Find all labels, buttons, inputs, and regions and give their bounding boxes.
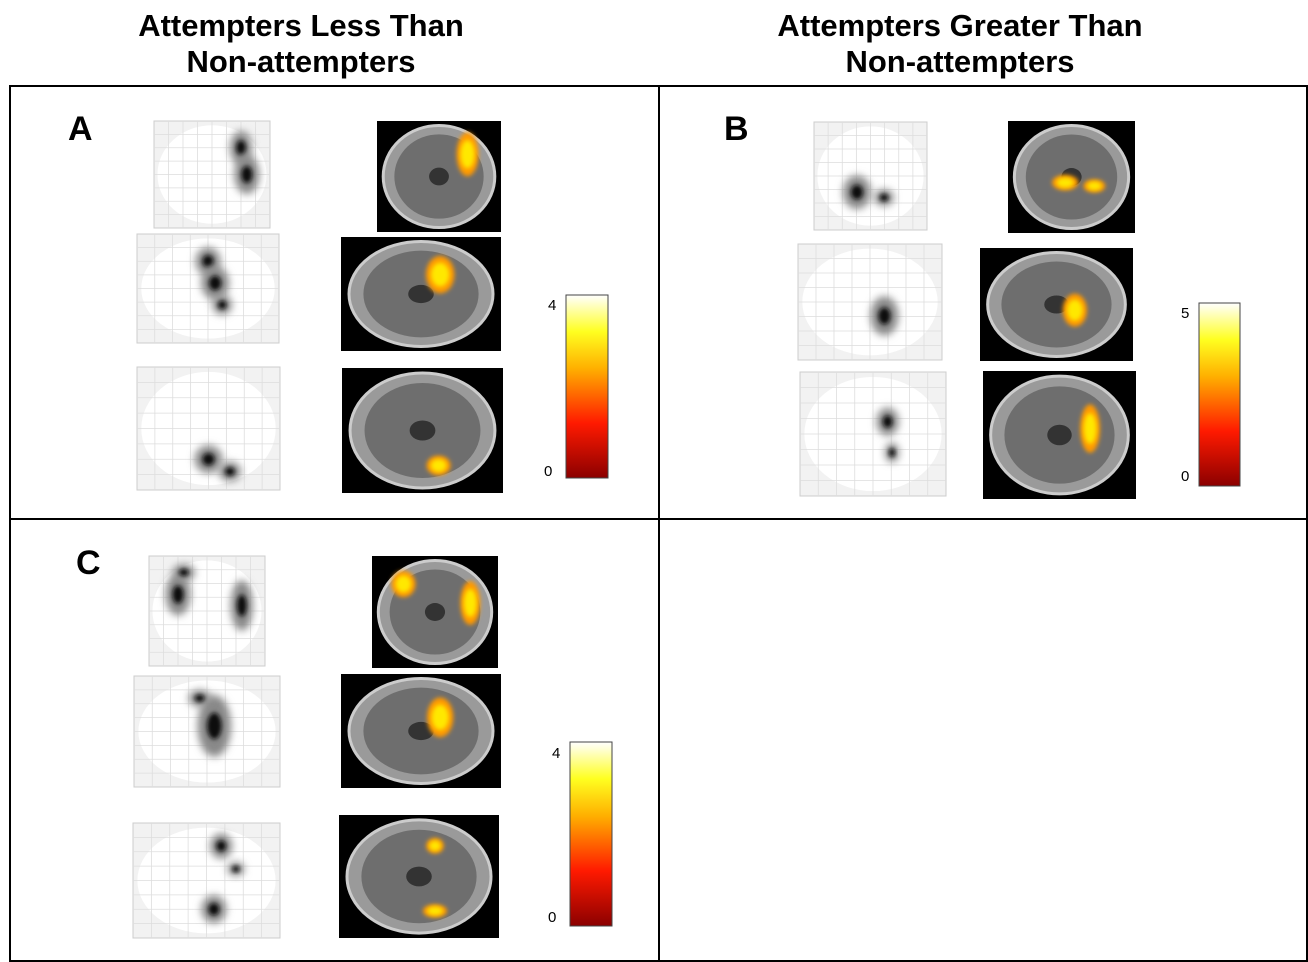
mri-slice [341,237,501,351]
colorbar-max: 4 [552,745,560,762]
mri-slice [1008,121,1135,233]
colorbar-min: 0 [1181,468,1189,485]
mri-slice [980,248,1133,361]
glass-brain [134,676,280,787]
mri-slice [377,121,501,232]
mri-slice [983,371,1136,499]
mri-slice [342,368,503,493]
glass-brain [800,372,946,496]
mri-slice [341,674,501,788]
glass-brain [154,121,270,228]
colorbar-max: 5 [1181,305,1189,322]
glass-brain [814,122,927,230]
glass-brain [133,823,280,938]
glass-brain [149,556,265,666]
colorbar [570,742,612,926]
panel-label: C [76,544,101,582]
glass-brain [137,234,279,343]
panel-label: B [724,110,749,148]
figure: Attempters Less ThanNon-attempters Attem… [0,0,1308,962]
panel: C 4 0 [76,544,612,938]
colorbar-max: 4 [548,297,556,314]
colorbar [1199,303,1240,486]
glass-brain [137,367,280,490]
mri-slice [339,815,499,938]
panel: A 4 0 [68,110,608,493]
mri-slice [372,556,498,668]
colorbar-min: 0 [544,463,552,480]
colorbar-min: 0 [548,909,556,926]
colorbar [566,295,608,478]
glass-brain [798,244,942,360]
panel-label: A [68,110,93,148]
panel: B 5 0 [724,110,1240,499]
